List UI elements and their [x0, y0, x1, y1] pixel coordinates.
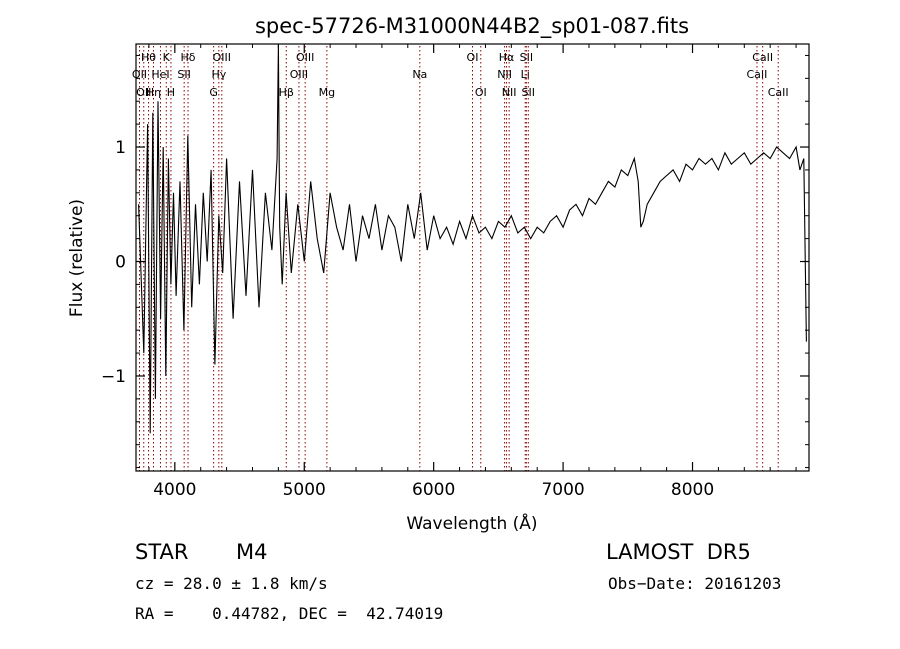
- line-marker-label: NII: [502, 86, 517, 99]
- line-marker-label: OII: [136, 86, 151, 99]
- y-tick-label: −1: [101, 367, 126, 387]
- line-marker-label: Hη: [146, 86, 161, 99]
- x-tick-label: 8000: [671, 480, 714, 500]
- redshift-cz: cz = 28.0 ± 1.8 km/s: [135, 574, 328, 593]
- line-marker-label: SII: [522, 86, 535, 99]
- x-tick-label: 5000: [283, 480, 326, 500]
- line-marker-label: G: [209, 86, 218, 99]
- line-marker-label: Hγ: [211, 68, 226, 81]
- line-marker-label: OI: [475, 86, 487, 99]
- line-marker-label: NII: [497, 68, 512, 81]
- chart-title: spec-57726-M31000N44B2_sp01-087.fits: [255, 14, 689, 39]
- line-marker-label: SII: [520, 51, 533, 64]
- line-markers: OIIOIIHθHηHeIKHSIIHδGHγOIIIHβOIIIOIIIMgN…: [132, 46, 789, 471]
- y-axis-label: Flux (relative): [67, 199, 87, 317]
- line-marker-label: CaII: [752, 51, 773, 64]
- x-tick-label: 4000: [153, 480, 196, 500]
- line-marker-label: HeI: [151, 68, 169, 81]
- x-tick-label: 7000: [541, 480, 584, 500]
- x-axis: 4000 5000 6000 7000 8000: [148, 44, 797, 500]
- y-tick-label: 0: [115, 253, 126, 273]
- line-marker-label: Hα: [499, 51, 515, 64]
- spectrum-line: [138, 44, 807, 434]
- line-marker-label: K: [163, 51, 171, 64]
- object-subclass: M4: [236, 540, 268, 564]
- line-marker-label: OIII: [296, 51, 314, 64]
- line-marker-label: Na: [412, 68, 427, 81]
- line-marker-label: Hβ: [279, 86, 294, 99]
- plot-frame: [135, 43, 810, 472]
- line-marker-label: Mg: [319, 86, 335, 99]
- y-tick-label: 1: [115, 138, 126, 158]
- x-axis-label: Wavelength (Å): [406, 512, 537, 534]
- line-marker-label: OI: [467, 51, 479, 64]
- line-marker-label: OIII: [213, 51, 231, 64]
- obs-date: Obs−Date: 20161203: [608, 574, 782, 593]
- object-class: STAR: [135, 540, 189, 564]
- x-tick-label: 6000: [412, 480, 455, 500]
- line-marker-label: OII: [132, 68, 147, 81]
- coordinates: RA = 0.44782, DEC = 42.74019: [135, 604, 444, 623]
- plot-area: [138, 44, 807, 434]
- line-marker-label: H: [167, 86, 175, 99]
- line-marker-label: SII: [177, 68, 190, 81]
- line-marker-label: Li: [521, 68, 530, 81]
- survey-label: LAMOST DR5: [606, 540, 751, 564]
- line-marker-label: OIII: [290, 68, 308, 81]
- line-marker-label: CaII: [747, 68, 768, 81]
- line-marker-label: Hδ: [181, 51, 196, 64]
- y-axis: −1 0 1: [101, 54, 809, 469]
- line-marker-label: Hθ: [141, 51, 156, 64]
- line-marker-label: CaII: [768, 86, 789, 99]
